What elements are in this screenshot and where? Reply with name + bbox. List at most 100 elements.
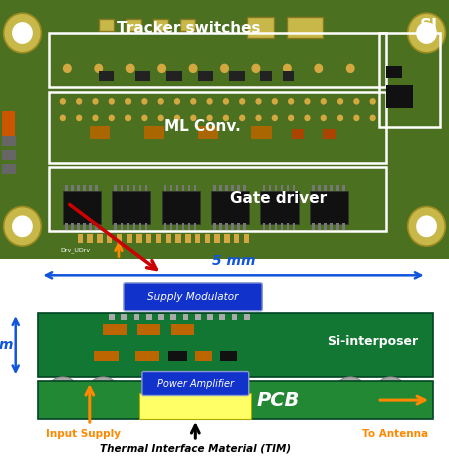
Text: Si-interposer: Si-interposer [327, 335, 418, 348]
Bar [77, 223, 79, 230]
Bar [176, 223, 178, 230]
Bar [112, 191, 150, 224]
Bar [139, 223, 141, 230]
Bar [386, 85, 413, 108]
Circle shape [189, 64, 198, 73]
Bar [287, 185, 289, 191]
Circle shape [92, 98, 99, 105]
Bar [121, 314, 127, 320]
Bar [38, 313, 433, 377]
Bar [176, 235, 181, 243]
Bar [195, 314, 201, 320]
Bar [287, 17, 323, 38]
Bar [2, 136, 16, 146]
Text: 1 mm: 1 mm [0, 338, 13, 352]
Bar [126, 19, 141, 31]
Circle shape [4, 13, 41, 53]
Bar [49, 92, 386, 162]
Bar [88, 235, 93, 243]
Text: PCB: PCB [257, 391, 300, 409]
Bar [99, 71, 114, 81]
Circle shape [190, 98, 197, 105]
Bar [71, 223, 74, 230]
Bar [164, 223, 167, 230]
Circle shape [141, 115, 148, 121]
Bar [78, 235, 83, 243]
Circle shape [353, 98, 360, 105]
Circle shape [304, 98, 311, 105]
Circle shape [174, 98, 180, 105]
Ellipse shape [89, 377, 117, 399]
Bar [97, 235, 103, 243]
Bar [281, 185, 283, 191]
Circle shape [283, 64, 292, 73]
Circle shape [207, 115, 213, 121]
Bar [117, 235, 122, 243]
Bar [156, 235, 161, 243]
Bar [312, 185, 315, 191]
Bar [195, 351, 212, 361]
Bar [166, 235, 171, 243]
Text: Gate driver: Gate driver [230, 191, 327, 207]
Bar [182, 185, 185, 191]
Ellipse shape [377, 377, 405, 399]
Text: Thermal Interface Material (TIM): Thermal Interface Material (TIM) [100, 444, 291, 454]
Bar [324, 223, 326, 230]
Bar [211, 191, 249, 224]
Bar [198, 126, 218, 139]
Circle shape [126, 64, 135, 73]
Bar [318, 223, 321, 230]
Circle shape [255, 98, 262, 105]
Bar [145, 223, 147, 230]
Bar [139, 393, 251, 419]
Bar [283, 71, 294, 81]
Bar [238, 185, 240, 191]
Bar [103, 324, 127, 335]
Circle shape [12, 22, 33, 44]
Bar [83, 223, 86, 230]
Bar [109, 314, 115, 320]
Circle shape [408, 207, 445, 246]
Bar [95, 223, 98, 230]
Bar [38, 381, 433, 419]
Bar [213, 185, 216, 191]
Bar [330, 223, 333, 230]
Bar [244, 314, 250, 320]
Circle shape [94, 64, 103, 73]
Circle shape [304, 115, 311, 121]
Bar [2, 164, 16, 174]
Bar [132, 185, 135, 191]
Circle shape [125, 98, 131, 105]
Circle shape [223, 115, 229, 121]
Circle shape [60, 98, 66, 105]
Text: To Antenna: To Antenna [362, 429, 428, 439]
FancyBboxPatch shape [142, 371, 249, 396]
Bar [107, 235, 112, 243]
Bar [77, 185, 79, 191]
Bar [386, 66, 402, 78]
Bar [324, 185, 326, 191]
Bar [379, 33, 440, 127]
Circle shape [4, 207, 41, 246]
Bar [114, 185, 117, 191]
Bar [292, 129, 304, 139]
Bar [136, 235, 142, 243]
Bar [318, 185, 321, 191]
Bar [158, 314, 164, 320]
Circle shape [416, 22, 437, 44]
Bar [144, 126, 164, 139]
Circle shape [76, 115, 82, 121]
Bar [287, 223, 289, 230]
Circle shape [223, 98, 229, 105]
Bar [132, 223, 135, 230]
Bar [99, 19, 114, 31]
Bar [63, 191, 101, 224]
Bar [168, 351, 187, 361]
Text: SI: SI [420, 17, 438, 35]
Bar [89, 185, 92, 191]
Bar [342, 185, 345, 191]
Circle shape [337, 98, 343, 105]
Bar [293, 185, 295, 191]
Circle shape [157, 64, 166, 73]
Bar [323, 129, 336, 139]
